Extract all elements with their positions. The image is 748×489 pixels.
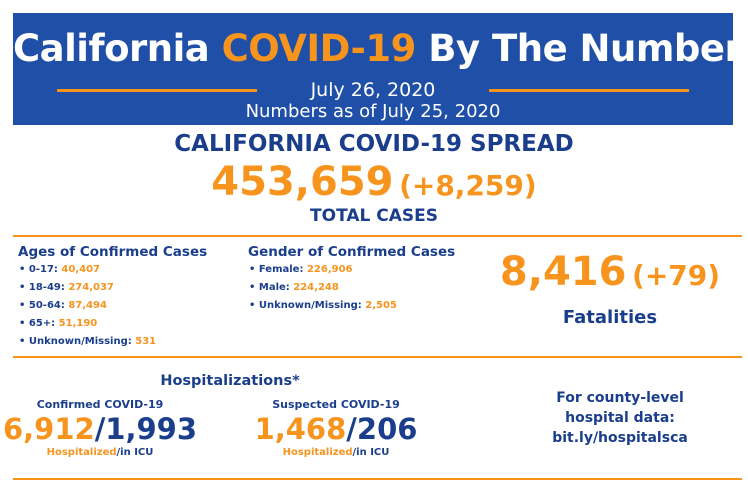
title-highlight: COVID-19 [221,27,417,70]
spread-heading: CALIFORNIA COVID-19 SPREAD [174,131,574,157]
gender-title: Gender of Confirmed Cases [248,244,456,260]
report-date: July 26, 2020 [310,79,436,101]
confirmed-caption: Hospitalized/in ICU [46,447,154,458]
title-part-2: By The Numbers [428,27,748,70]
confirmed-numbers: 6,912/1,993 [0,412,200,446]
county-link[interactable]: bit.ly/hospitalsca [552,430,688,446]
header-banner: California COVID-19 By The Numbers July … [13,13,748,125]
confirmed-hospitalized: 6,912 [2,412,95,446]
confirmed-icu: 1,993 [105,412,198,446]
page-title: California COVID-19 By The Numbers [13,27,748,71]
county-line-1: For county-level [556,390,684,406]
list-item: • Unknown/Missing: 531 [19,336,157,347]
fatalities-value: 8,416 [499,249,627,295]
ages-list: • 0-17: 40,407 • 18-49: 274,037 • 50-64:… [19,261,156,351]
fatalities-delta: (+79) [632,259,721,292]
confirmed-label: Confirmed COVID-19 [36,398,164,411]
left-divider [57,89,257,92]
numbers-as-of: Numbers as of July 25, 2020 [245,101,501,122]
total-cases-delta: (+8,259) [399,169,537,202]
suspected-label: Suspected COVID-19 [272,398,400,411]
total-cases-label: TOTAL CASES [310,206,438,226]
fatalities-label: Fatalities [562,307,658,328]
county-data-note: For county-level hospital data: bit.ly/h… [520,388,720,448]
suspected-separator: / [346,412,357,446]
total-cases-number: 453,659 (+8,259) [0,156,748,216]
list-item: • 0-17: 40,407 [19,264,100,275]
divider-middle [13,356,742,358]
right-divider [489,89,689,92]
suspected-caption: Hospitalized/in ICU [282,447,390,458]
suspected-hospitalized: 1,468 [254,412,347,446]
list-item: • 50-64: 87,494 [19,300,107,311]
list-item: • Unknown/Missing: 2,505 [249,300,397,311]
ages-title: Ages of Confirmed Cases [18,244,208,260]
total-cases-value: 453,659 [211,159,394,205]
fatalities-number: 8,416 (+79) [480,248,740,304]
hospitalizations-heading: Hospitalizations* [160,373,300,389]
divider-top [13,235,742,237]
title-part-1: California [13,27,210,70]
gender-list: • Female: 226,906 • Male: 224,248 • Unkn… [249,261,397,315]
dateline: July 26, 2020 [13,77,733,103]
suspected-hospitalizations: Suspected COVID-19 1,468/206 Hospitalize… [236,398,436,459]
suspected-numbers: 1,468/206 [236,412,436,446]
confirmed-hospitalizations: Confirmed COVID-19 6,912/1,993 Hospitali… [0,398,200,459]
suspected-icu: 206 [356,412,418,446]
list-item: • 18-49: 274,037 [19,282,114,293]
list-item: • Female: 226,906 [249,264,353,275]
confirmed-separator: / [94,412,106,446]
list-item: • Male: 224,248 [249,282,339,293]
list-item: • 65+: 51,190 [19,318,98,329]
divider-bottom [13,478,742,480]
county-line-2: hospital data: [565,410,675,426]
